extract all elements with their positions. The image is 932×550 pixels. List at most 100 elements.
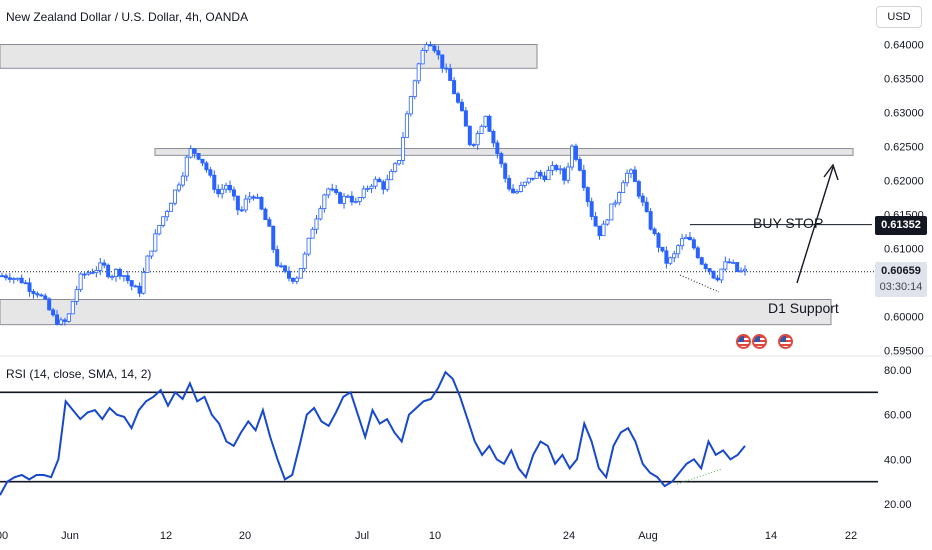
candle-body <box>573 145 578 160</box>
candle-body <box>306 237 311 255</box>
time-tick-label: 12 <box>160 530 172 542</box>
us-flag-icon[interactable] <box>736 334 751 349</box>
rsi-indicator-label[interactable]: RSI (14, close, SMA, 14, 2) <box>6 367 152 381</box>
candle-body <box>625 172 630 184</box>
candle-body <box>129 280 134 287</box>
candle-body <box>43 295 48 300</box>
time-tick-label: 22 <box>845 530 857 542</box>
candle-body <box>617 192 622 204</box>
candle-body <box>235 195 240 211</box>
candle-body <box>204 162 209 171</box>
candle-body <box>200 158 205 164</box>
candle-body <box>326 188 331 196</box>
candle-body <box>23 282 28 285</box>
candle-body <box>538 171 543 177</box>
time-tick-label: Jul <box>355 530 369 542</box>
rsi-tick-label: 60.00 <box>884 410 912 422</box>
candle-body <box>723 261 728 270</box>
candle-body <box>263 208 268 220</box>
candle-body <box>302 253 307 269</box>
candle-body <box>589 201 594 217</box>
price-tick-label: 0.63000 <box>884 108 924 120</box>
candle-body <box>334 189 339 194</box>
candle-body <box>322 194 327 210</box>
candle-body <box>436 50 441 56</box>
candle-body <box>727 261 732 264</box>
candle-body <box>94 270 99 274</box>
candle-body <box>106 264 111 278</box>
candle-body <box>15 277 20 280</box>
candle-body <box>577 159 582 171</box>
candle-body <box>62 319 67 322</box>
candle-body <box>400 136 405 161</box>
candle-body <box>463 110 468 127</box>
candle-body <box>66 313 71 322</box>
candle-body <box>47 298 52 311</box>
candle-body <box>161 216 166 226</box>
price-tick-label: 0.63500 <box>884 74 924 86</box>
candle-body <box>605 219 610 225</box>
candle-body <box>640 195 645 203</box>
candle-body <box>420 50 425 65</box>
candle-body <box>338 192 343 204</box>
candle-body <box>345 195 350 198</box>
candle-body <box>228 185 233 191</box>
candle-body <box>31 291 36 295</box>
candle-body <box>165 211 170 218</box>
candle-body <box>251 196 256 199</box>
zones <box>0 44 854 326</box>
candle-body <box>318 208 323 220</box>
candle-body <box>117 268 122 277</box>
candle-body <box>82 273 87 276</box>
price-axis: 0.640000.635000.630000.625000.620000.615… <box>884 40 924 358</box>
candle-body <box>27 282 32 292</box>
candle-body <box>699 257 704 265</box>
candle-body <box>196 153 201 160</box>
candle-body <box>672 253 677 259</box>
candle-body <box>373 178 378 187</box>
candle-body <box>357 197 362 202</box>
candle-body <box>534 171 539 179</box>
candle-body <box>719 268 724 281</box>
candle-body <box>550 165 555 171</box>
candle-body <box>507 177 512 190</box>
candle-body <box>259 196 264 210</box>
price-tick-label: 0.59500 <box>884 346 924 358</box>
candle-body <box>86 272 91 275</box>
candle-body <box>412 80 417 97</box>
candle-body <box>314 218 319 230</box>
candle-body <box>102 262 107 266</box>
rsi-tick-label: 20.00 <box>884 499 912 511</box>
bar-countdown: 03:30:14 <box>879 281 923 293</box>
price-tick-label: 0.62000 <box>884 176 924 188</box>
candle-body <box>570 145 575 168</box>
zone-box <box>154 148 854 156</box>
candle-body <box>562 168 567 181</box>
candle-body <box>542 175 547 181</box>
candle-body <box>495 142 500 155</box>
candle-body <box>349 195 354 203</box>
candle-body <box>224 185 229 190</box>
target-arrow-head <box>823 163 839 181</box>
us-flag-icon[interactable] <box>752 334 767 349</box>
time-tick-label: 20 <box>239 530 251 542</box>
us-flag-icon[interactable] <box>778 334 793 349</box>
currency-button[interactable]: USD <box>876 6 922 28</box>
candle-body <box>153 233 158 252</box>
candle-body <box>342 195 347 204</box>
candle-body <box>526 177 531 183</box>
candle-body <box>416 63 421 82</box>
time-tick-label: Jun <box>61 530 79 542</box>
time-axis: 00 Jun 12 20 Jul 10 24 Aug 14 22 <box>0 530 857 542</box>
last-price-value: 0.60659 <box>881 265 921 277</box>
candle-body <box>286 270 291 279</box>
candle-body <box>35 293 40 296</box>
candle-body <box>432 45 437 52</box>
target-arrow-line <box>796 166 834 284</box>
candle-body <box>691 239 696 249</box>
candle-body <box>377 178 382 183</box>
candle-body <box>365 188 370 190</box>
candle-body <box>483 115 488 127</box>
candle-body <box>255 196 260 199</box>
